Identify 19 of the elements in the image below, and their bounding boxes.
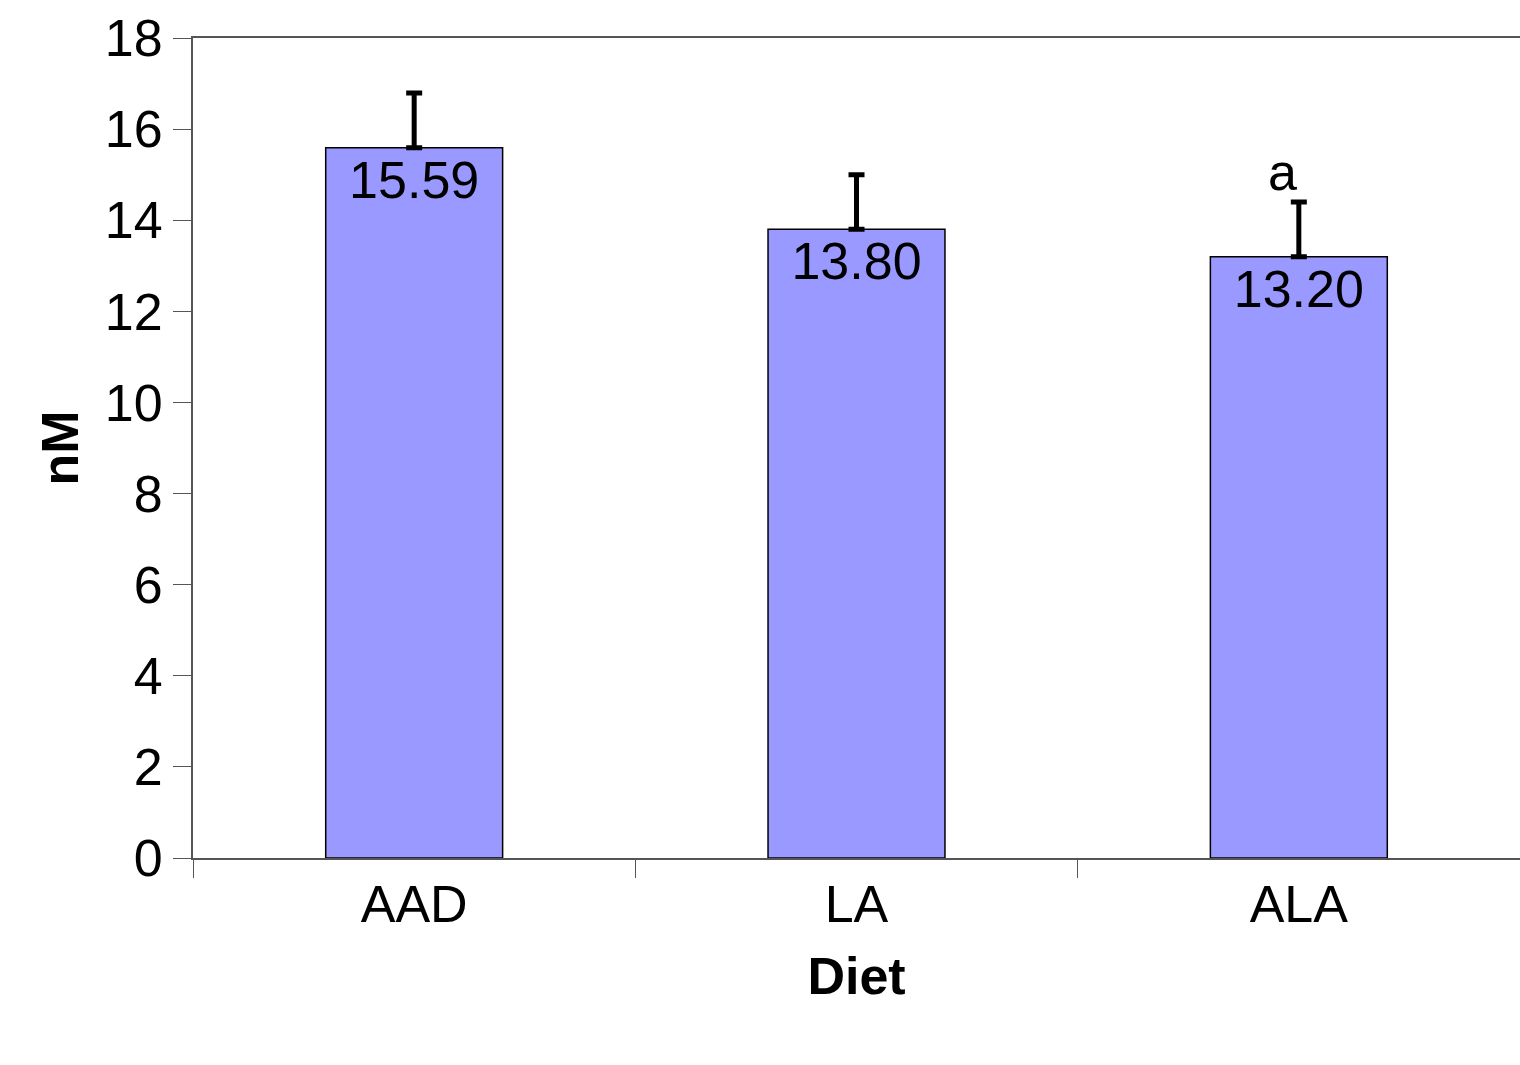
x-tick-label: LA xyxy=(824,875,889,934)
y-tick-label: 8 xyxy=(133,464,163,523)
y-tick-label: 0 xyxy=(133,829,163,888)
x-tick-label: ALA xyxy=(1249,875,1349,934)
annotation: a xyxy=(1268,143,1297,201)
y-tick-label: 2 xyxy=(133,738,163,797)
data-label: 13.80 xyxy=(791,232,922,291)
y-tick-label: 4 xyxy=(133,646,163,705)
y-tick-label: 6 xyxy=(133,555,163,614)
data-label: 15.59 xyxy=(349,150,480,209)
y-tick-label: 10 xyxy=(104,373,163,432)
x-tick-label: AAD xyxy=(360,875,468,934)
y-tick-label: 12 xyxy=(104,282,163,341)
y-tick-label: 14 xyxy=(104,191,163,250)
y-tick-label: 18 xyxy=(104,9,163,68)
y-axis-title: nM xyxy=(30,410,89,486)
x-axis-title: Diet xyxy=(807,946,906,1005)
y-tick-label: 16 xyxy=(104,100,163,159)
data-label: 13.20 xyxy=(1233,259,1364,318)
